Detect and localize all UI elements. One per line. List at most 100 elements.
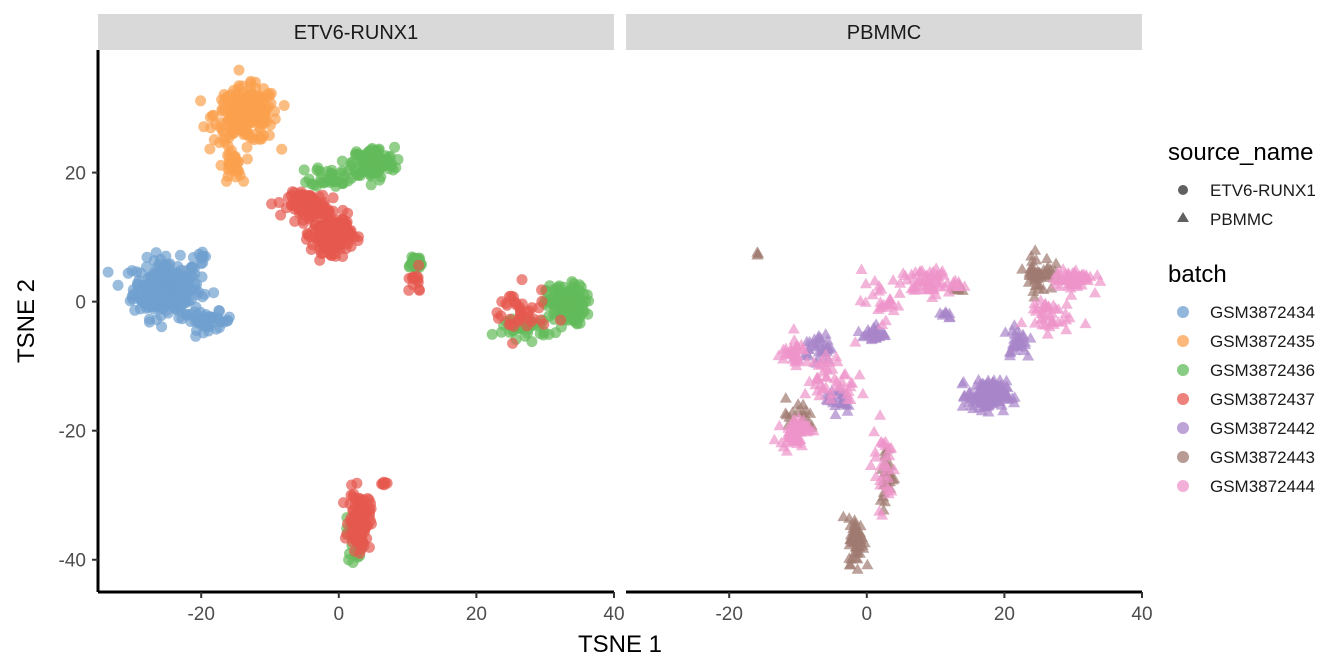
data-point	[507, 337, 519, 349]
data-point	[363, 541, 375, 553]
data-point	[298, 164, 310, 176]
data-point	[1052, 303, 1065, 314]
data-point	[254, 133, 266, 145]
data-point	[851, 563, 864, 574]
data-point	[301, 228, 313, 239]
data-point	[131, 266, 142, 278]
data-point	[863, 326, 876, 337]
data-point	[1091, 269, 1104, 280]
facet-label-right: PBMMC	[847, 22, 921, 44]
data-point	[389, 141, 401, 153]
data-point	[952, 280, 965, 292]
data-point	[1004, 346, 1017, 358]
data-point	[847, 522, 860, 533]
data-point	[1027, 285, 1040, 296]
x-tick-label: -20	[187, 604, 214, 625]
data-point	[879, 495, 891, 507]
data-point	[1002, 392, 1015, 403]
data-point	[989, 389, 1002, 401]
data-point	[787, 323, 800, 334]
data-point	[794, 426, 807, 437]
data-point	[486, 328, 498, 340]
data-point	[507, 291, 519, 303]
data-point	[780, 445, 793, 456]
data-point	[336, 155, 348, 167]
data-point	[514, 312, 526, 324]
axes	[96, 50, 1142, 594]
y-tick-label: -20	[59, 422, 86, 443]
data-point	[841, 405, 854, 416]
data-point	[550, 327, 562, 339]
data-point	[230, 88, 242, 100]
data-point	[219, 93, 231, 105]
data-point	[856, 539, 869, 550]
legend-shape-circle	[1178, 185, 1188, 195]
data-point	[261, 91, 273, 103]
data-point	[536, 284, 548, 296]
data-point	[174, 249, 186, 261]
data-point	[837, 510, 850, 522]
data-point	[1063, 271, 1076, 282]
data-point	[553, 280, 565, 292]
data-point	[221, 175, 232, 187]
data-point	[854, 533, 867, 544]
data-point	[247, 88, 259, 100]
data-point	[252, 108, 264, 120]
data-point	[839, 368, 852, 379]
data-point	[1089, 286, 1101, 298]
data-point	[788, 334, 801, 345]
data-point	[995, 399, 1008, 410]
data-point	[822, 364, 834, 375]
data-point	[803, 375, 816, 386]
data-point	[343, 554, 355, 566]
data-point	[146, 283, 158, 294]
data-point	[336, 165, 348, 177]
data-point	[864, 459, 877, 470]
data-point	[806, 337, 819, 349]
data-point	[240, 116, 252, 128]
data-point	[1025, 250, 1038, 261]
data-point	[815, 359, 828, 370]
data-point	[924, 278, 937, 290]
data-point	[569, 295, 581, 307]
legend-color-label: GSM3872443	[1210, 448, 1315, 467]
y-axis-title: TSNE 2	[13, 279, 40, 363]
data-point	[411, 270, 423, 282]
legend-color-label: GSM3872434	[1210, 303, 1315, 322]
data-point	[751, 246, 764, 257]
data-point	[866, 288, 879, 300]
data-point	[158, 261, 170, 273]
legend-shape-triangle	[1177, 212, 1189, 222]
data-point	[315, 206, 327, 218]
data-point	[516, 274, 528, 286]
data-point	[122, 267, 134, 279]
data-point	[166, 297, 178, 309]
data-point	[859, 277, 872, 289]
data-point	[191, 325, 202, 336]
data-point	[884, 293, 897, 304]
data-point	[356, 531, 368, 543]
data-point	[792, 412, 805, 423]
data-point	[938, 281, 951, 292]
data-point	[1053, 280, 1066, 291]
data-point	[1034, 268, 1046, 279]
data-point	[136, 290, 148, 301]
data-point	[894, 277, 907, 288]
data-point	[957, 375, 970, 387]
data-point	[168, 288, 180, 300]
data-point	[365, 498, 377, 510]
legend-color-key	[1177, 422, 1189, 434]
data-point	[492, 312, 504, 324]
legend-color-key	[1177, 393, 1189, 405]
legend-shape-label: PBMMC	[1210, 210, 1273, 229]
y-tick-label: -40	[59, 551, 86, 572]
data-point	[233, 64, 245, 76]
data-point	[342, 207, 354, 219]
data-point	[874, 296, 887, 307]
data-point	[569, 282, 581, 294]
data-point	[241, 153, 253, 165]
points-pbmmc	[751, 244, 1107, 574]
data-point	[227, 100, 238, 112]
data-point	[344, 498, 356, 510]
legend-color-label: GSM3872436	[1210, 361, 1315, 380]
